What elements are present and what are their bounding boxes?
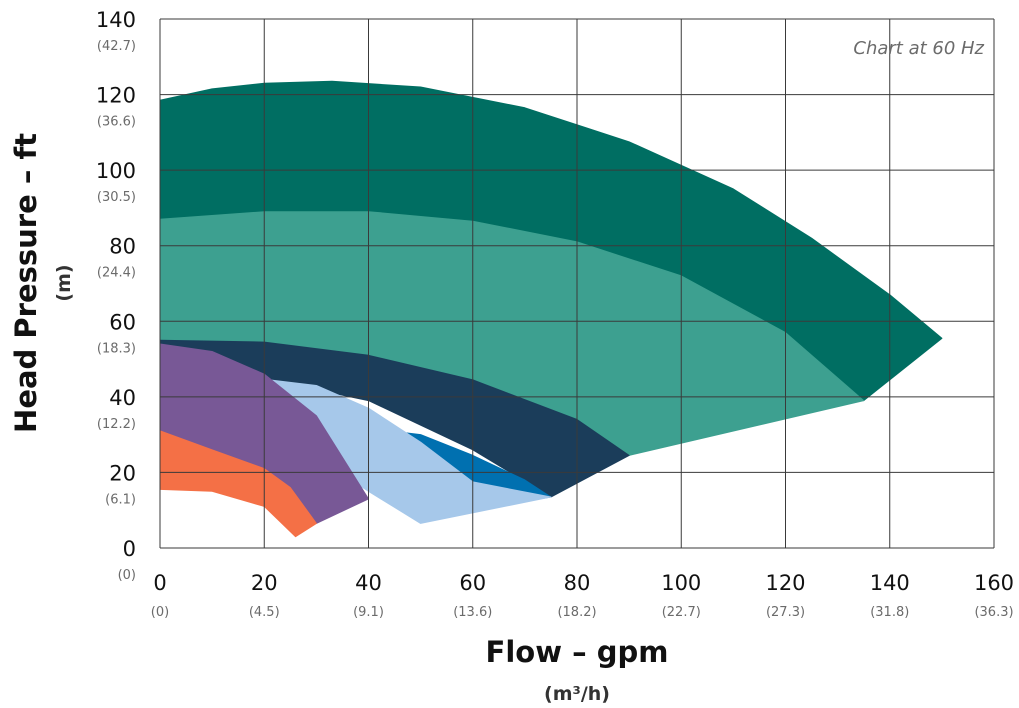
y-tick-label: 60	[109, 310, 136, 334]
x-tick-label: 0	[153, 571, 166, 595]
x-axis-title: Flow – gpm	[486, 635, 669, 669]
x-tick-label: 60	[459, 571, 486, 595]
y-axis-ticks: 0 (0) 20 (6.1) 40 (12.2) 60 (18.3) 80 (24.4) 100 (3…	[96, 8, 136, 583]
y-tick-sublabel: (0)	[118, 568, 136, 583]
y-tick-sublabel: (42.7)	[97, 39, 136, 54]
y-tick-sublabel: (6.1)	[105, 492, 136, 507]
y-axis-title: Head Pressure – ft	[9, 133, 43, 433]
x-tick-label: 140	[870, 571, 910, 595]
x-tick-sublabel: (18.2)	[557, 605, 596, 620]
x-tick-sublabel: (4.5)	[249, 605, 280, 620]
y-tick-sublabel: (12.2)	[97, 417, 136, 432]
y-tick-label: 100	[96, 159, 136, 183]
x-axis-unit: (m³/h)	[544, 683, 610, 705]
y-tick-sublabel: (24.4)	[97, 266, 136, 281]
band-7	[159, 430, 317, 538]
x-tick-sublabel: (13.6)	[453, 605, 492, 620]
x-tick-sublabel: (9.1)	[353, 605, 384, 620]
y-tick-sublabel: (36.6)	[97, 115, 136, 130]
x-axis-ticks: 0 (0) 20 (4.5) 40 (9.1) 60 (13.6) 80 (18.2) 100 (22…	[151, 571, 1014, 620]
y-tick-sublabel: (30.5)	[97, 190, 136, 205]
y-tick-label: 20	[109, 461, 136, 485]
x-tick-sublabel: (27.3)	[766, 605, 805, 620]
y-tick-label: 0	[123, 537, 136, 561]
x-tick-sublabel: (0)	[151, 605, 169, 620]
x-tick-label: 40	[355, 571, 382, 595]
x-tick-label: 80	[564, 571, 591, 595]
x-tick-sublabel: (36.3)	[974, 605, 1013, 620]
y-tick-label: 40	[109, 386, 136, 410]
y-tick-sublabel: (18.3)	[97, 341, 136, 356]
x-tick-label: 20	[251, 571, 278, 595]
x-tick-sublabel: (22.7)	[662, 605, 701, 620]
x-tick-label: 100	[661, 571, 701, 595]
chart-annotation: Chart at 60 Hz	[853, 38, 984, 59]
x-tick-label: 120	[765, 571, 805, 595]
y-tick-label: 80	[109, 235, 136, 259]
y-tick-label: 120	[96, 84, 136, 108]
x-tick-sublabel: (31.8)	[870, 605, 909, 620]
x-tick-label: 160	[974, 571, 1014, 595]
y-axis-unit: (m)	[53, 264, 75, 301]
performance-bands	[159, 80, 943, 538]
grid-lines	[159, 18, 995, 549]
y-tick-label: 140	[96, 8, 136, 32]
